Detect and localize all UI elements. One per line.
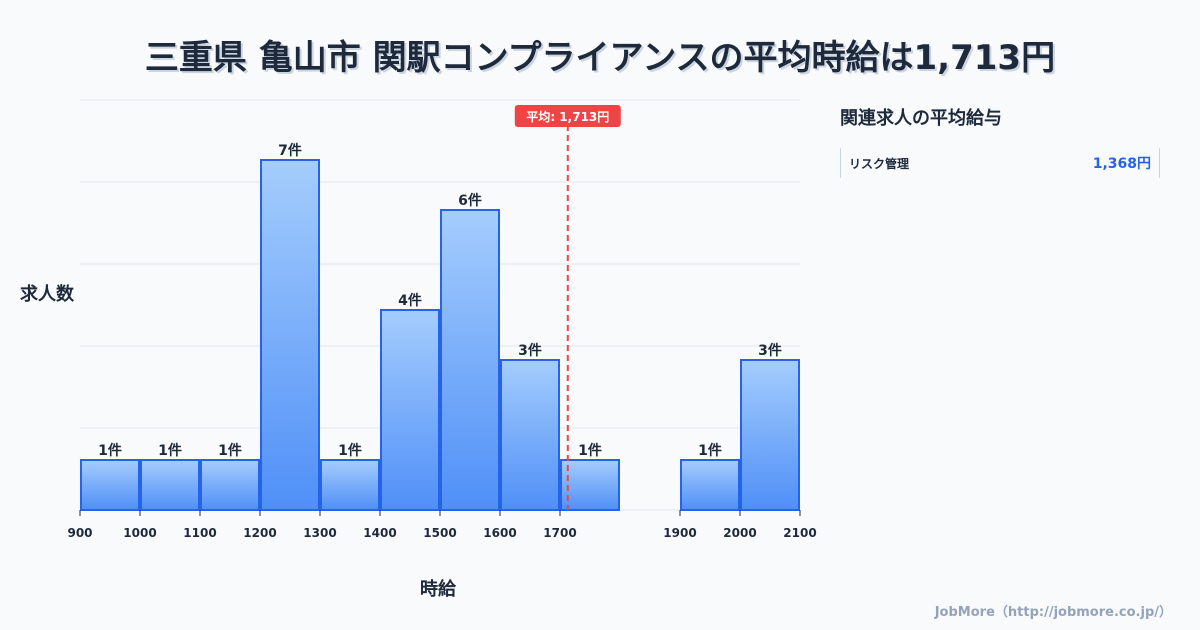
x-tick-label: 2100 [783, 526, 816, 540]
x-tick-label: 1200 [243, 526, 276, 540]
x-tick-label: 1500 [423, 526, 456, 540]
bar-count-label: 3件 [758, 342, 782, 359]
bar-count-label: 1件 [338, 442, 362, 459]
x-tick-label: 1300 [303, 526, 336, 540]
mean-badge [514, 105, 621, 127]
histogram-bar [500, 359, 560, 511]
histogram-bar [80, 459, 140, 511]
x-tick-label: 1400 [363, 526, 396, 540]
histogram-bar [260, 159, 320, 511]
histogram-bar [380, 309, 440, 511]
bar-count-label: 6件 [458, 192, 482, 209]
mean-label: 平均: 1,713円 [526, 109, 609, 124]
histogram-bar [740, 359, 800, 511]
bar-count-label: 1件 [578, 442, 602, 459]
histogram-bar [320, 459, 380, 511]
x-tick-label: 1900 [663, 526, 696, 540]
bar-count-label: 1件 [98, 442, 122, 459]
bar-count-label: 7件 [278, 142, 302, 159]
y-axis-label: 求人数 [20, 284, 74, 305]
related-job-item[interactable]: リスク管理 1,368円 [840, 148, 1160, 178]
bar-count-label: 3件 [518, 342, 542, 359]
histogram-bar [140, 459, 200, 511]
x-tick-label: 1600 [483, 526, 516, 540]
x-tick-label: 1100 [183, 526, 216, 540]
footer-credit: JobMore（http://jobmore.co.jp/） [934, 605, 1172, 620]
histogram-bar [440, 209, 500, 511]
page-title: 三重県 亀山市 関駅コンプライアンスの平均時給は1,713円 [144, 38, 1056, 78]
histogram-bar [680, 459, 740, 511]
x-tick-label: 1000 [123, 526, 156, 540]
bar-count-label: 1件 [698, 442, 722, 459]
bar-count-label: 1件 [218, 442, 242, 459]
bar-count-label: 1件 [158, 442, 182, 459]
histogram-bar [560, 459, 620, 511]
related-jobs-title: 関連求人の平均給与 [840, 108, 1002, 129]
x-tick-label: 900 [67, 526, 92, 540]
x-axis-label: 時給 [420, 579, 456, 600]
related-job-name: リスク管理 [849, 156, 910, 171]
histogram-bar [200, 459, 260, 511]
related-job-value: 1,368円 [1092, 156, 1151, 172]
x-tick-label: 2000 [723, 526, 756, 540]
x-tick-label: 1700 [543, 526, 576, 540]
bar-count-label: 4件 [398, 292, 422, 309]
